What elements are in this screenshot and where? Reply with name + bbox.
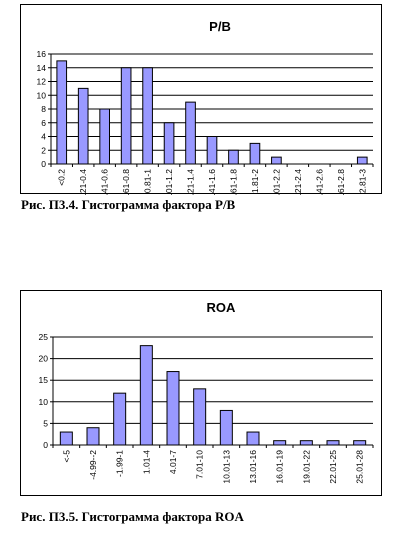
roa-x-tick-label: 25.01-28	[355, 450, 365, 484]
pb-x-tick-label: 2.21-2.4	[293, 169, 303, 195]
roa-bar	[273, 440, 287, 446]
roa-x-tick-label: 19.01-22	[301, 450, 311, 484]
roa-histogram: ROA 0 5 10 15 20 25 <-5 -4.99--2 -1.99-1 1.01-4 4.0…	[39, 300, 374, 484]
roa-y-tick-label: 15	[39, 375, 49, 385]
pb-x-tick-label: 0.61-0.8	[121, 169, 131, 195]
pb-x-tick-label: 0.41-0.6	[100, 169, 110, 195]
pb-x-tick-label: 0.21-0.4	[78, 169, 88, 195]
pb-y-tick-label: 2	[41, 145, 46, 155]
pb-x-tick-label: 1.01-1.2	[164, 169, 174, 195]
roa-bar	[166, 371, 180, 446]
roa-x-tick-label: 22.01-25	[328, 450, 338, 484]
pb-bar	[271, 156, 282, 165]
pb-y-tick-label: 14	[37, 63, 47, 73]
roa-y-tick-label: 25	[39, 332, 49, 342]
roa-bar	[353, 440, 367, 446]
roa-y-tick-label: 5	[43, 418, 48, 428]
pb-x-tick-label: 1.81-2	[250, 169, 260, 193]
roa-x-tick-label: 4.01-7	[168, 450, 178, 474]
pb-x-tick-label: 1.41-1.6	[207, 169, 217, 195]
pb-bar	[163, 122, 175, 165]
pb-x-tick-label: 2.41-2.6	[314, 169, 324, 195]
pb-y-tick-label: 16	[37, 49, 47, 59]
roa-bar	[193, 388, 207, 446]
roa-bar	[139, 345, 153, 446]
roa-bar	[246, 431, 260, 446]
pb-x-tick-label: 2.61-2.8	[336, 169, 346, 195]
pb-y-tick-label: 0	[41, 159, 46, 169]
pb-histogram: P/B 0 2 4 6 8 10 12 14 16 <0.2 0.21-0.4 0.41-0.6 0.61…	[37, 19, 374, 195]
roa-chart-title: ROA	[207, 300, 237, 315]
roa-x-tick-label: -4.99--2	[88, 450, 98, 480]
pb-bar	[185, 101, 196, 165]
pb-x-tick-label: 2.81-3	[357, 169, 367, 193]
roa-y-tick-label: 0	[43, 440, 48, 450]
pb-y-tick-label: 12	[37, 77, 47, 87]
pb-figure-caption: Рис. П3.4. Гистограмма фактора P/B	[21, 197, 236, 212]
roa-bar	[113, 392, 127, 446]
pb-x-tick-label: 0.81-1	[143, 169, 153, 193]
roa-x-tick-label: 1.01-4	[141, 450, 151, 474]
roa-y-tick-label: 20	[39, 354, 49, 364]
roa-chart-panel: ROA 0 5 10 15 20 25 <-5 -4.99--2 -1.99-1 1.01-4 4.0…	[20, 290, 382, 496]
pb-y-tick-label: 6	[41, 118, 46, 128]
roa-x-tick-label: <-5	[61, 450, 71, 463]
pb-bar	[228, 149, 239, 165]
pb-bar	[142, 67, 153, 165]
roa-x-tick-label: -1.99-1	[115, 450, 125, 477]
pb-chart-title: P/B	[209, 19, 231, 34]
pb-y-tick-label: 4	[41, 132, 46, 142]
roa-x-tick-label: 13.01-16	[248, 450, 258, 484]
pb-bar	[120, 67, 132, 165]
roa-bar	[299, 440, 313, 446]
pb-x-tick-label: 1.61-1.8	[228, 169, 238, 195]
roa-x-tick-label: 7.01-10	[195, 450, 205, 479]
pb-x-tick-label: 2.01-2.2	[271, 169, 281, 195]
pb-bar	[56, 60, 68, 165]
pb-bar	[249, 142, 261, 165]
pb-x-tick-label: 1.21-1.4	[186, 169, 196, 195]
roa-bar	[59, 431, 73, 446]
pb-bar	[356, 156, 368, 165]
pb-bar	[77, 87, 89, 165]
roa-figure-caption: Рис. П3.5. Гистограмма фактора ROA	[21, 509, 244, 524]
roa-bar	[86, 427, 100, 446]
pb-bar	[206, 136, 218, 165]
pb-y-tick-label: 8	[41, 104, 46, 114]
roa-bar	[219, 409, 233, 446]
roa-y-tick-label: 10	[39, 397, 49, 407]
roa-x-tick-label: 16.01-19	[275, 450, 285, 484]
roa-bar	[326, 440, 340, 446]
pb-chart-panel: P/B 0 2 4 6 8 10 12 14 16 <0.2 0.21-0.4 0.41-0.6 0.61…	[20, 4, 382, 195]
pb-x-tick-label: <0.2	[57, 169, 67, 186]
pb-bar	[99, 108, 110, 165]
roa-x-tick-label: 10.01-13	[221, 450, 231, 484]
pb-y-tick-label: 10	[37, 90, 47, 100]
